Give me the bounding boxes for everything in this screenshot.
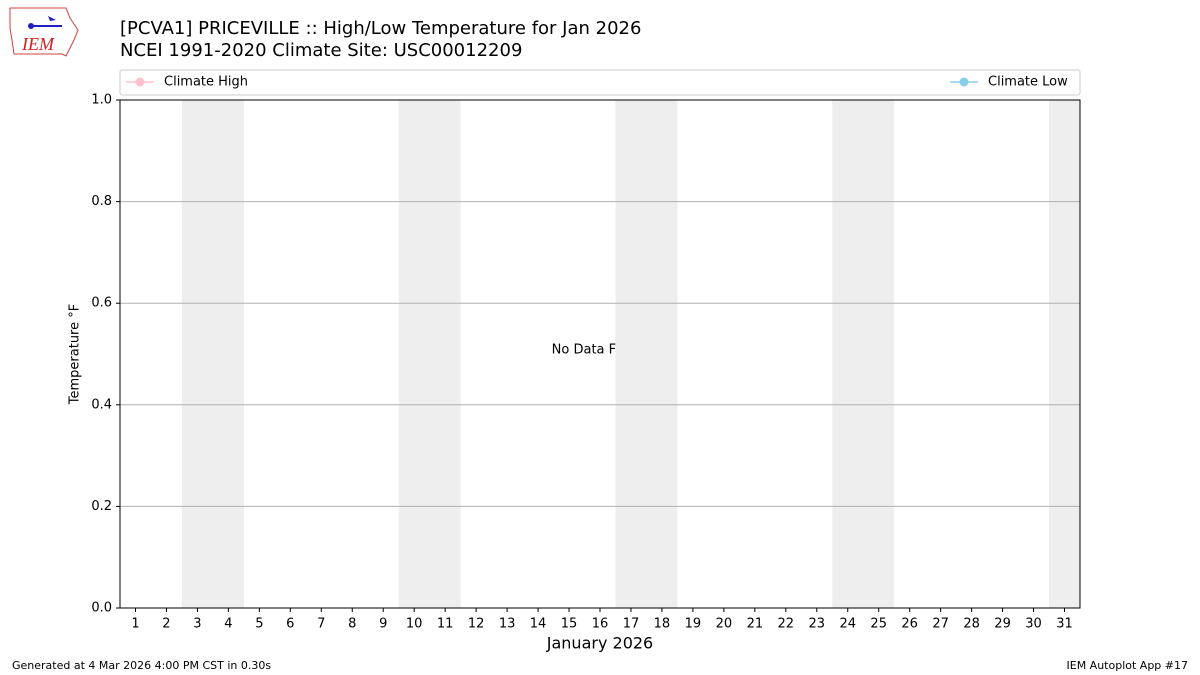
legend-label: Climate Low: [988, 75, 1068, 90]
x-tick-label: 11: [437, 617, 454, 632]
logo: IEM: [9, 7, 79, 57]
x-axis-label: January 2026: [546, 634, 653, 653]
chart-subtitle: NCEI 1991-2020 Climate Site: USC00012209: [120, 40, 522, 61]
y-tick-label: 0.6: [91, 296, 112, 311]
x-tick-label: 26: [901, 617, 918, 632]
x-tick-label: 17: [623, 617, 640, 632]
shaded-band: [832, 100, 895, 608]
x-tick-label: 19: [685, 617, 702, 632]
x-tick-label: 25: [870, 617, 887, 632]
x-tick-label: 16: [592, 617, 609, 632]
x-tick-label: 15: [561, 617, 578, 632]
x-tick-label: 27: [932, 617, 949, 632]
x-tick-label: 21: [747, 617, 764, 632]
x-tick-label: 13: [499, 617, 516, 632]
footer-left: Generated at 4 Mar 2026 4:00 PM CST in 0…: [12, 659, 271, 672]
legend-marker: [135, 77, 145, 87]
y-axis-label: Temperature °F: [68, 304, 83, 405]
x-tick-label: 1: [131, 617, 139, 632]
x-tick-label: 24: [839, 617, 856, 632]
x-tick-label: 2: [162, 617, 170, 632]
x-tick-label: 28: [963, 617, 980, 632]
footer-right: IEM Autoplot App #17: [1067, 659, 1189, 672]
legend: [119, 69, 1081, 96]
x-tick-label: 5: [255, 617, 263, 632]
y-tick-label: 0.2: [91, 499, 112, 514]
x-tick-label: 22: [778, 617, 795, 632]
legend-marker: [959, 77, 969, 87]
x-tick-label: 30: [1025, 617, 1042, 632]
x-tick-label: 14: [530, 617, 547, 632]
shaded-band: [1049, 100, 1080, 608]
logo-text: IEM: [21, 34, 55, 54]
y-tick-label: 0.8: [91, 194, 112, 209]
plot-frame: [119, 99, 1081, 609]
x-tick-label: 23: [809, 617, 826, 632]
x-tick-label: 31: [1056, 617, 1073, 632]
x-tick-label: 4: [224, 617, 232, 632]
x-tick-label: 6: [286, 617, 294, 632]
x-tick-label: 8: [348, 617, 356, 632]
shaded-band: [615, 100, 678, 608]
x-tick-label: 29: [994, 617, 1011, 632]
y-tick-label: 0.4: [91, 397, 112, 412]
y-tick-label: 1.0: [91, 93, 112, 108]
chart-title: [PCVA1] PRICEVILLE :: High/Low Temperatu…: [120, 18, 641, 39]
shaded-band: [398, 100, 461, 608]
y-tick-label: 0.0: [91, 601, 112, 616]
x-tick-label: 7: [317, 617, 325, 632]
x-tick-label: 20: [716, 617, 733, 632]
x-tick-label: 18: [654, 617, 671, 632]
shaded-band: [181, 100, 244, 608]
x-tick-label: 10: [406, 617, 423, 632]
legend-label: Climate High: [164, 75, 248, 90]
x-tick-label: 9: [379, 617, 387, 632]
x-tick-label: 3: [193, 617, 201, 632]
x-tick-label: 12: [468, 617, 485, 632]
